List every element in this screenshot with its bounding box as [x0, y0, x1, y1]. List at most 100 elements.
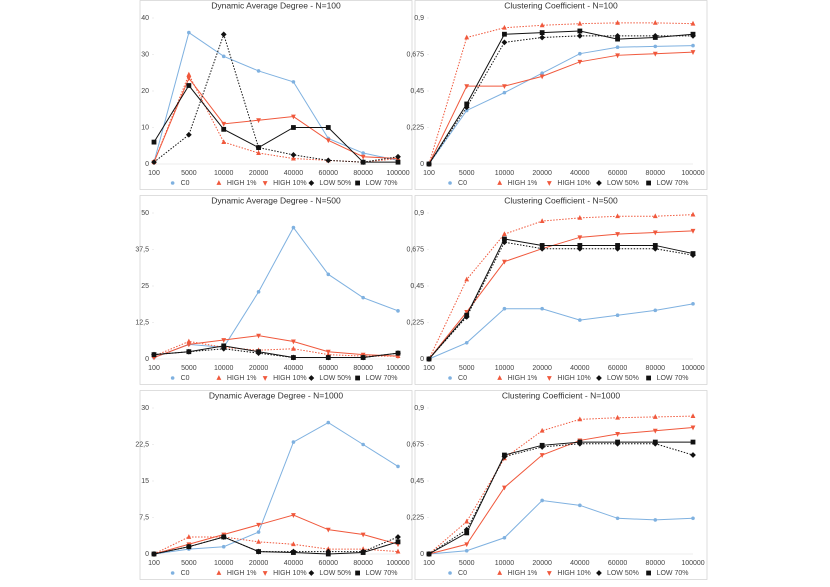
x-tick-label: 80000: [646, 170, 666, 177]
x-tick-label: 60000: [319, 560, 339, 567]
y-tick-label: 0: [420, 161, 424, 168]
marker: [502, 485, 507, 491]
marker: [497, 180, 503, 185]
legend-label: HIGH 1%: [227, 180, 257, 187]
chart-title: Dynamic Average Degree - N=100: [211, 0, 341, 10]
marker: [355, 180, 360, 186]
series-line: [153, 340, 398, 357]
marker: [615, 516, 620, 521]
x-tick-label: 80000: [646, 560, 666, 567]
x-tick-label: 10000: [495, 170, 515, 177]
marker: [615, 45, 620, 49]
marker: [577, 214, 583, 220]
marker: [615, 432, 620, 437]
marker: [360, 532, 366, 538]
marker: [615, 213, 620, 219]
x-tick-label: 40000: [570, 365, 590, 372]
marker: [325, 546, 331, 552]
y-tick-label: 10: [141, 124, 149, 131]
legend-label: HIGH 10%: [557, 375, 590, 382]
x-tick-label: 100: [423, 170, 435, 177]
legend-label: C0: [181, 180, 190, 187]
x-tick-label: 100000: [681, 365, 704, 372]
chart-border: [414, 0, 708, 190]
series-line: [428, 45, 694, 165]
marker: [546, 571, 552, 576]
series-line: [153, 422, 399, 555]
legend-label: C0: [181, 570, 190, 577]
x-tick-label: 60000: [608, 365, 628, 372]
series-line: [428, 22, 694, 165]
marker: [577, 235, 583, 241]
series-line: [428, 230, 694, 360]
marker: [291, 225, 296, 230]
marker: [464, 340, 469, 345]
marker: [464, 101, 470, 107]
y-tick-label: 37,5: [135, 246, 149, 253]
y-tick-label: 0,225: [406, 319, 424, 326]
y-tick-label: 0,225: [406, 514, 424, 521]
marker: [216, 375, 222, 380]
marker: [290, 151, 297, 158]
legend-label: LOW 50%: [607, 180, 639, 187]
legend-label: HIGH 10%: [557, 570, 590, 577]
x-tick-label: 10000: [495, 560, 515, 567]
y-tick-label: 0,9: [414, 210, 424, 217]
x-tick-label: 100000: [386, 170, 409, 177]
legend-label: HIGH 10%: [557, 180, 590, 187]
marker: [502, 231, 507, 237]
marker: [426, 356, 432, 362]
x-tick-label: 40000: [570, 560, 590, 567]
marker: [464, 548, 469, 553]
legend-label: LOW 70%: [657, 375, 689, 382]
marker: [615, 53, 620, 59]
marker: [221, 338, 227, 343]
legend-label: LOW 50%: [607, 570, 639, 577]
marker: [502, 452, 507, 458]
marker: [596, 375, 602, 381]
y-tick-label: 50: [141, 210, 149, 217]
x-tick-label: 100000: [681, 170, 704, 177]
marker: [501, 39, 508, 46]
marker: [291, 513, 296, 518]
x-tick-label: 10000: [495, 365, 515, 372]
legend-label: C0: [458, 180, 467, 187]
x-tick-label: 80000: [353, 365, 373, 372]
legend-label: LOW 50%: [319, 570, 351, 577]
marker: [151, 551, 157, 557]
x-tick-label: 20000: [532, 365, 552, 372]
series-line: [153, 226, 399, 359]
marker: [355, 375, 360, 381]
marker: [539, 427, 545, 433]
y-tick-label: 0,9: [414, 405, 424, 412]
marker: [464, 518, 470, 524]
marker: [577, 20, 583, 26]
marker: [325, 349, 331, 355]
x-tick-label: 20000: [249, 170, 269, 177]
x-tick-label: 40000: [284, 170, 304, 177]
marker: [539, 74, 545, 80]
marker: [690, 228, 696, 234]
marker: [690, 20, 696, 26]
series-line: [428, 30, 694, 165]
marker: [361, 442, 365, 447]
marker: [395, 153, 401, 160]
marker: [539, 30, 545, 35]
y-tick-label: 0,225: [406, 124, 424, 131]
marker: [690, 251, 696, 256]
marker: [256, 150, 261, 155]
marker: [577, 243, 583, 248]
series-line: [428, 238, 694, 360]
marker: [170, 376, 175, 380]
marker: [448, 571, 452, 575]
marker: [256, 290, 261, 294]
y-tick-label: 30: [141, 405, 149, 412]
series-line: [428, 415, 694, 555]
x-tick-label: 60000: [319, 170, 339, 177]
marker: [256, 145, 261, 150]
marker: [256, 530, 261, 534]
marker: [170, 181, 175, 185]
marker: [502, 306, 507, 311]
y-tick-label: 0,675: [406, 246, 424, 253]
